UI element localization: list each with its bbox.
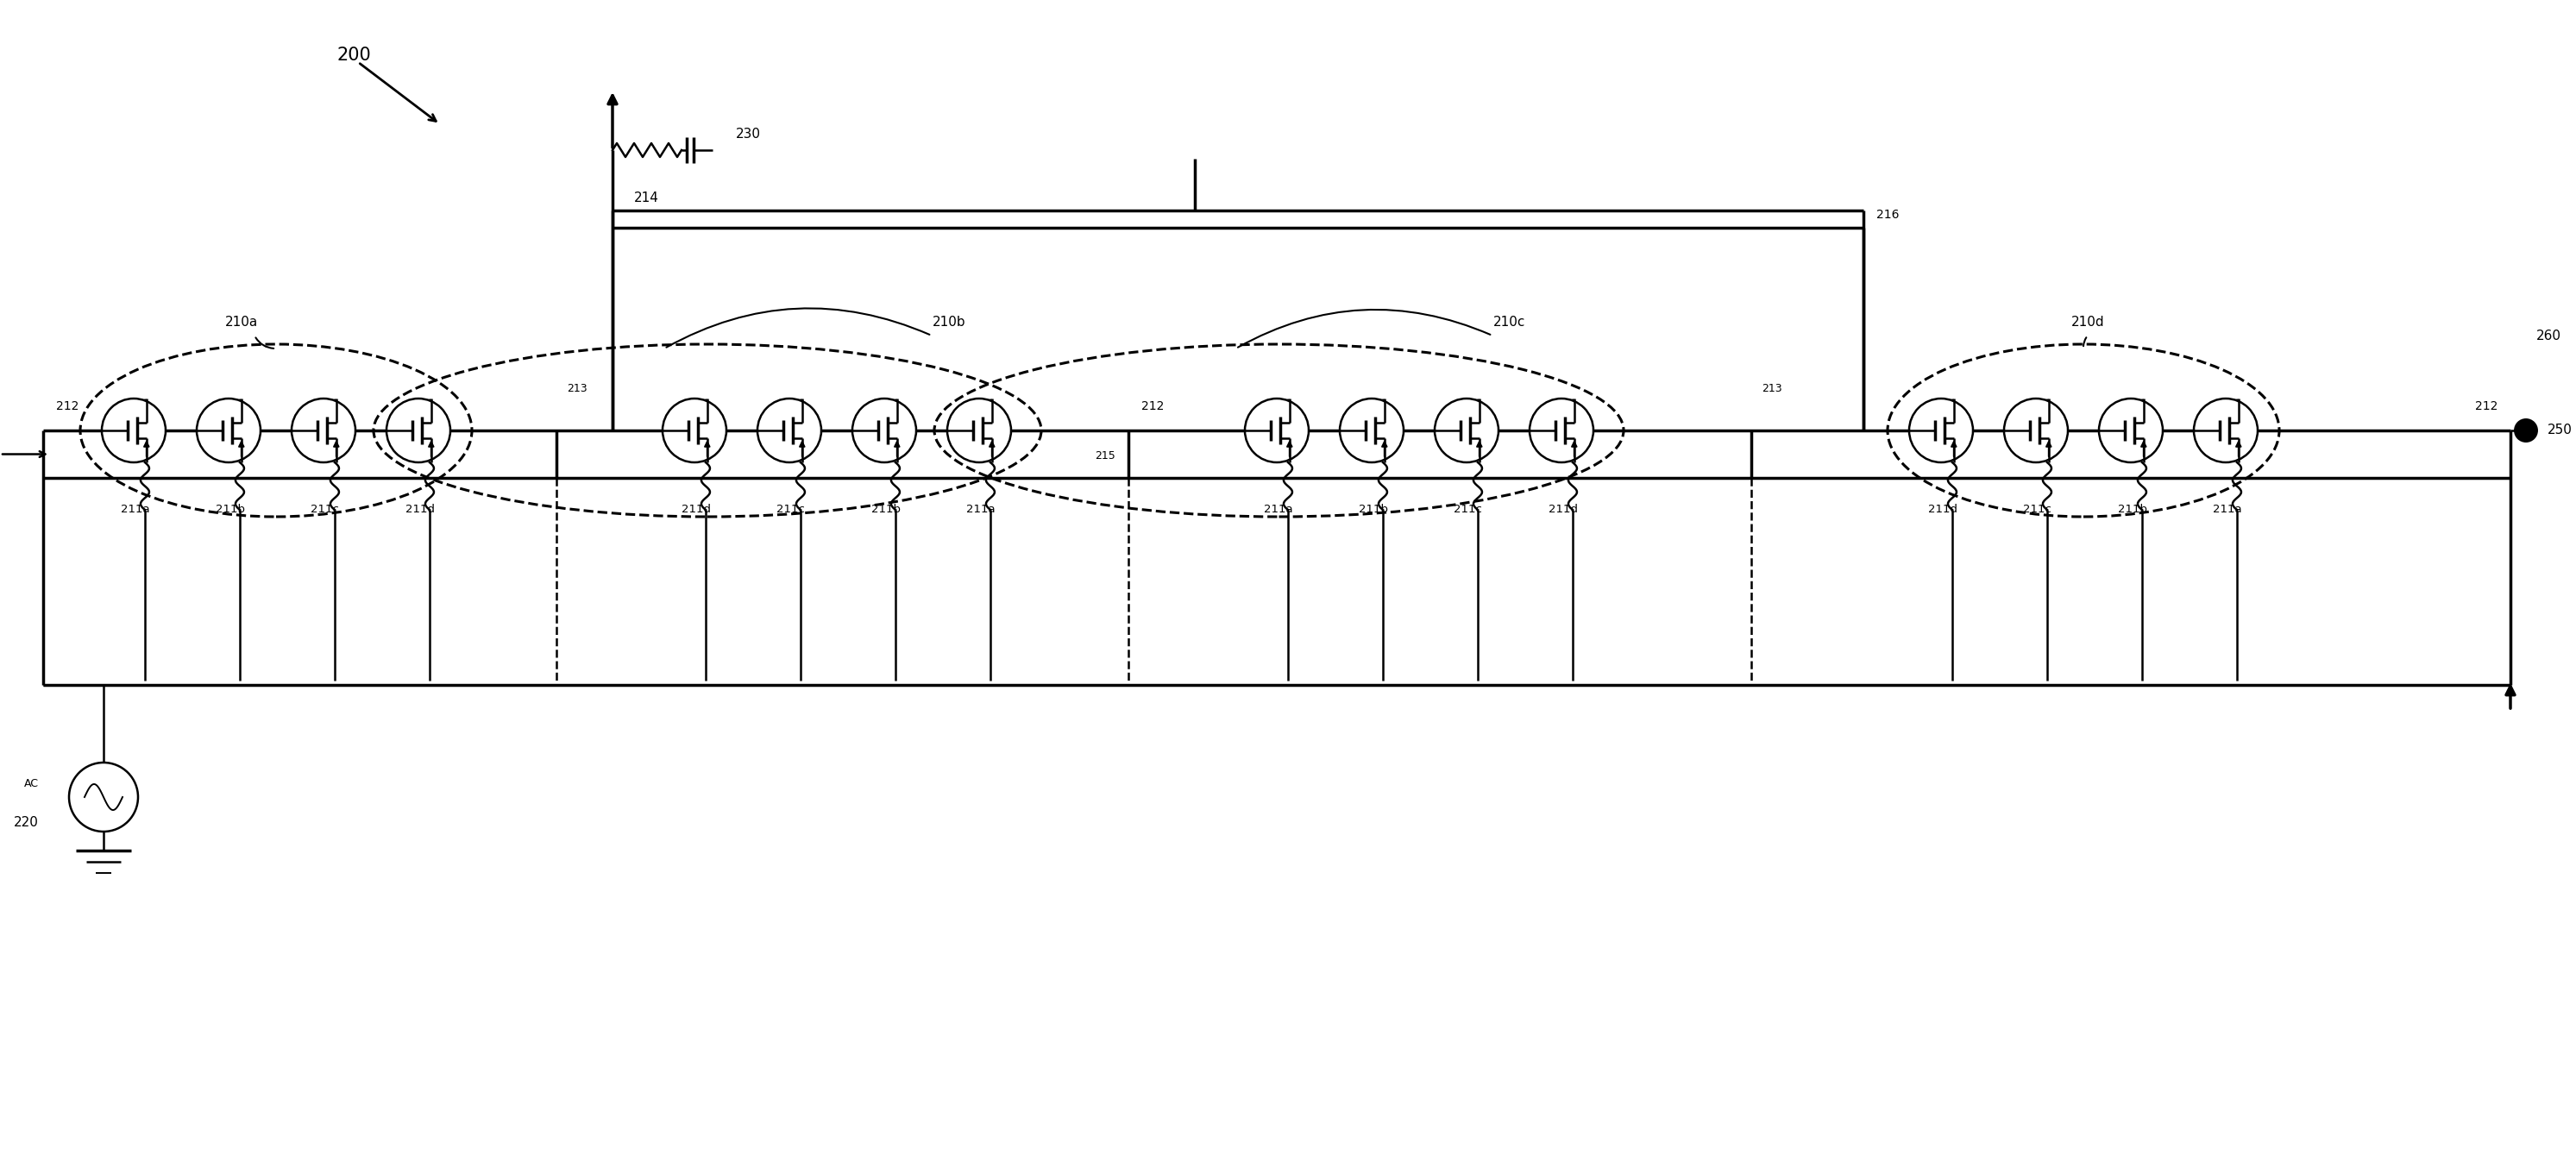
Text: 211c: 211c <box>2022 505 2050 515</box>
Text: 211b: 211b <box>216 505 245 515</box>
Text: 213: 213 <box>1762 383 1783 395</box>
Text: 212: 212 <box>2476 401 2499 412</box>
Circle shape <box>948 398 1010 463</box>
Text: 230: 230 <box>737 128 760 141</box>
Text: 214: 214 <box>634 192 659 204</box>
Text: 260: 260 <box>2537 329 2561 342</box>
Circle shape <box>2514 419 2537 442</box>
Circle shape <box>196 398 260 463</box>
Text: 211b: 211b <box>1358 505 1388 515</box>
Text: 212: 212 <box>57 401 80 412</box>
Circle shape <box>1340 398 1404 463</box>
Text: 250: 250 <box>2548 424 2573 437</box>
Text: 210d: 210d <box>2071 317 2105 329</box>
Circle shape <box>662 398 726 463</box>
Text: 210a: 210a <box>224 317 258 329</box>
Text: 211a: 211a <box>1265 505 1293 515</box>
Circle shape <box>853 398 917 463</box>
Text: 211b: 211b <box>871 505 902 515</box>
Circle shape <box>386 398 451 463</box>
Text: 211d: 211d <box>404 505 435 515</box>
Text: 211a: 211a <box>121 505 149 515</box>
Text: 211b: 211b <box>2117 505 2148 515</box>
Text: 220: 220 <box>13 816 39 829</box>
Text: 211d: 211d <box>1927 505 1958 515</box>
Text: 211c: 211c <box>312 505 340 515</box>
Circle shape <box>1909 398 1973 463</box>
Circle shape <box>1435 398 1499 463</box>
Circle shape <box>1530 398 1595 463</box>
Text: 215: 215 <box>1095 451 1115 461</box>
Circle shape <box>757 398 822 463</box>
Text: 211d: 211d <box>1548 505 1579 515</box>
Text: 213: 213 <box>567 383 587 395</box>
Text: 212: 212 <box>1141 401 1164 412</box>
Text: 216: 216 <box>1875 209 1899 221</box>
Text: 211c: 211c <box>1453 505 1481 515</box>
Circle shape <box>291 398 355 463</box>
Circle shape <box>103 398 165 463</box>
Text: 211d: 211d <box>683 505 711 515</box>
Text: 211a: 211a <box>966 505 994 515</box>
Circle shape <box>1244 398 1309 463</box>
Circle shape <box>2195 398 2257 463</box>
Text: 211c: 211c <box>775 505 804 515</box>
Text: 210c: 210c <box>1494 317 1525 329</box>
Text: 211a: 211a <box>2213 505 2241 515</box>
Text: 200: 200 <box>337 47 371 64</box>
Circle shape <box>70 763 139 832</box>
Circle shape <box>2004 398 2069 463</box>
Circle shape <box>2099 398 2164 463</box>
Text: 210b: 210b <box>933 317 966 329</box>
Text: AC: AC <box>23 779 39 790</box>
